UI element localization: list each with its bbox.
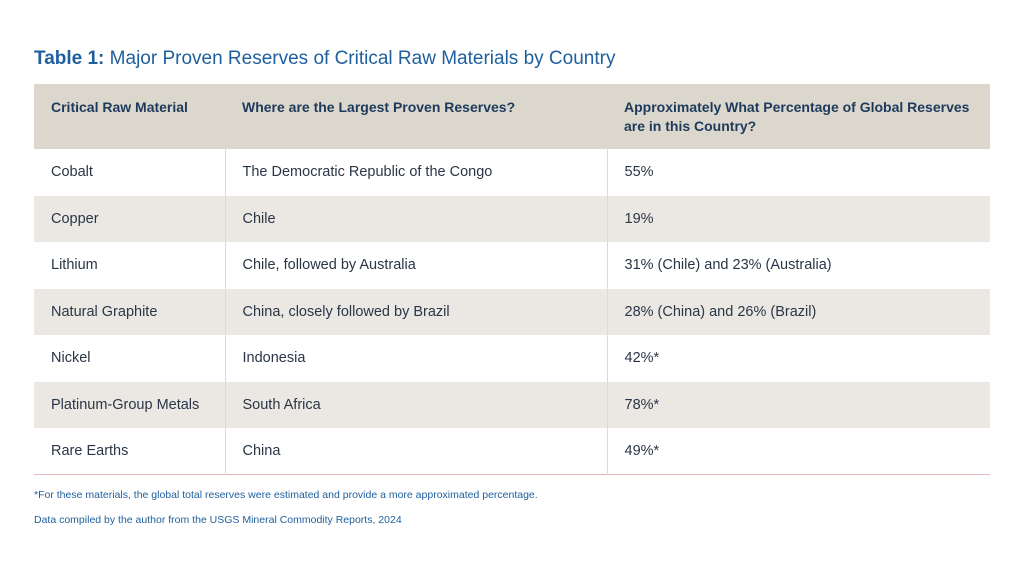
location-cell: Indonesia: [224, 335, 607, 382]
material-cell: Lithium: [51, 257, 98, 274]
table-row: Copper Chile 19%: [34, 195, 990, 242]
location-cell: China: [224, 428, 607, 475]
percentage-cell: 49%*: [606, 428, 990, 475]
material-cell: Platinum-Group Metals: [51, 396, 200, 413]
percentage-cell: 42%*: [606, 335, 990, 382]
percentage-cell: 78%*: [606, 381, 990, 428]
percentage-cell: 55%: [606, 149, 990, 196]
reserves-table: Critical Raw Material Where are the Larg…: [34, 84, 990, 475]
table-row: Nickel Indonesia 42%*: [34, 335, 990, 382]
location-cell: China, closely followed by Brazil: [224, 288, 607, 335]
header-global-percentage: Approximately What Percentage of Global …: [624, 99, 970, 134]
table-title-text: Major Proven Reserves of Critical Raw Ma…: [104, 48, 616, 69]
table-row: Natural Graphite China, closely followed…: [34, 288, 990, 335]
footnote-asterisk: *For these materials, the global total r…: [34, 489, 538, 501]
header-row: Critical Raw Material Where are the Larg…: [34, 84, 990, 149]
header-material: Critical Raw Material: [51, 99, 188, 115]
table-header: Critical Raw Material Where are the Larg…: [34, 84, 990, 149]
table-title: Table 1: Major Proven Reserves of Critic…: [34, 48, 615, 70]
location-cell: South Africa: [224, 381, 607, 428]
table-row: Lithium Chile, followed by Australia 31%…: [34, 242, 990, 289]
location-cell: Chile, followed by Australia: [224, 242, 607, 289]
table-row: Rare Earths China 49%*: [34, 428, 990, 475]
material-cell: Natural Graphite: [51, 303, 158, 320]
material-cell: Copper: [51, 210, 99, 227]
table-body: Cobalt The Democratic Republic of the Co…: [34, 149, 990, 475]
header-reserves-location: Where are the Largest Proven Reserves?: [242, 99, 516, 115]
percentage-cell: 28% (China) and 26% (Brazil): [606, 288, 990, 335]
table-row: Platinum-Group Metals South Africa 78%*: [34, 381, 990, 428]
reserves-table-container: Critical Raw Material Where are the Larg…: [34, 84, 990, 475]
percentage-cell: 19%: [606, 195, 990, 242]
location-cell: The Democratic Republic of the Congo: [224, 149, 607, 196]
table-row: Cobalt The Democratic Republic of the Co…: [34, 149, 990, 196]
footnote-source: Data compiled by the author from the USG…: [34, 514, 402, 526]
material-cell: Rare Earths: [51, 443, 129, 459]
material-cell: Cobalt: [51, 164, 93, 181]
material-cell: Nickel: [51, 350, 91, 367]
location-cell: Chile: [224, 195, 607, 242]
percentage-cell: 31% (Chile) and 23% (Australia): [606, 242, 990, 289]
table-title-prefix: Table 1:: [34, 48, 105, 69]
